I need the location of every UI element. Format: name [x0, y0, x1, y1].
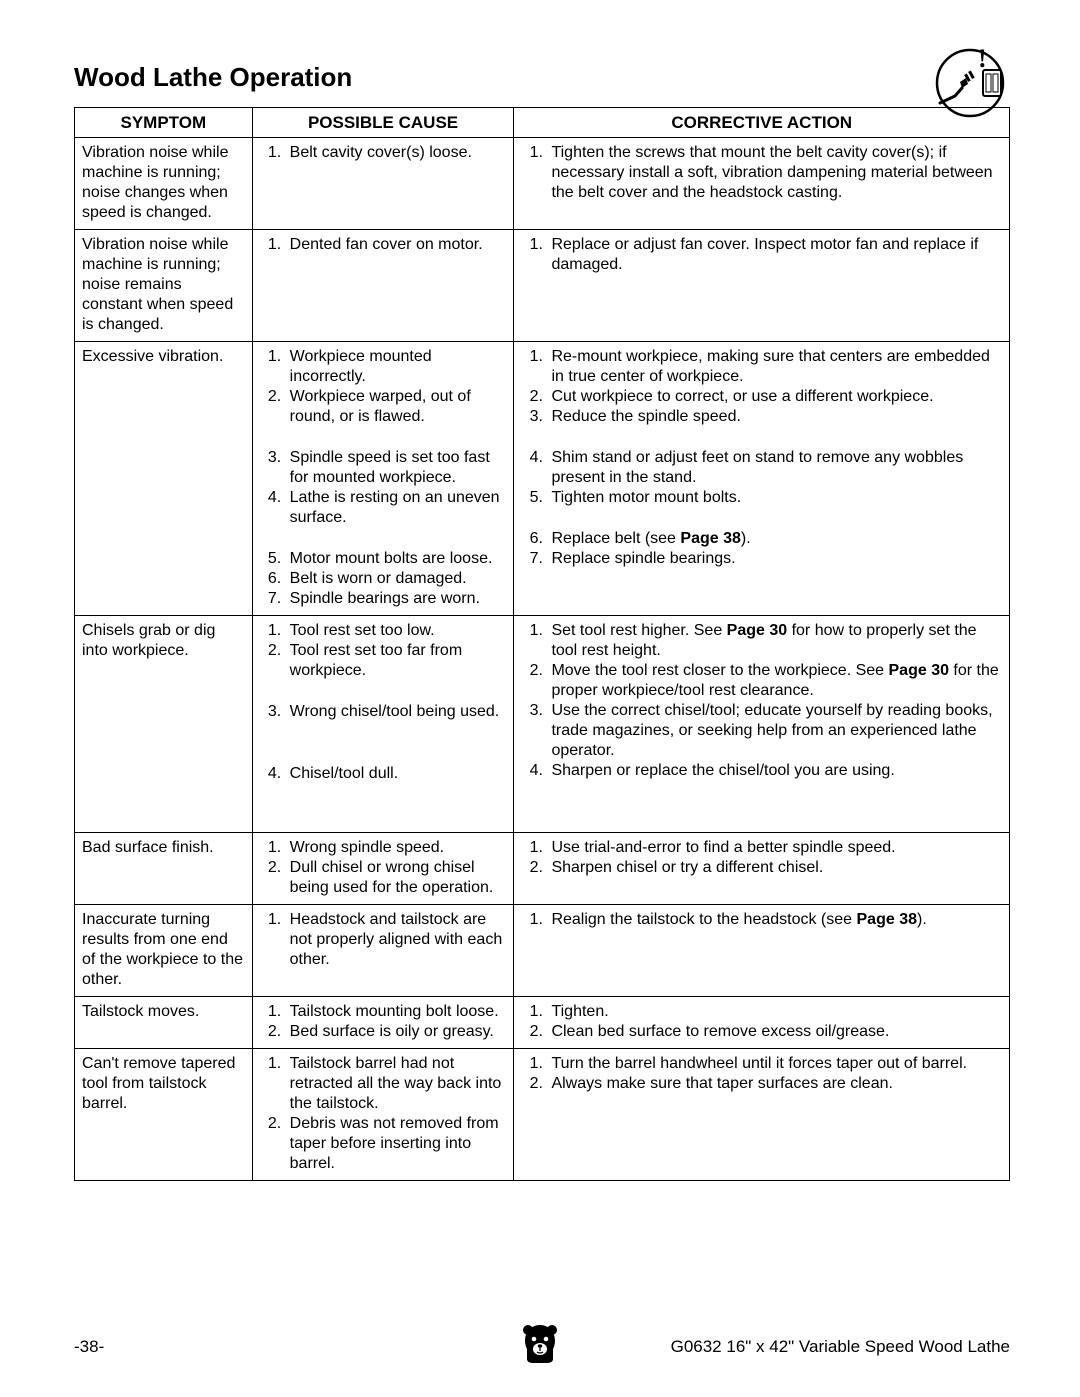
action-item: Cut workpiece to correct, or use a diffe…	[547, 387, 1002, 407]
action-item: Re-mount workpiece, making sure that cen…	[547, 347, 1002, 387]
action-cell: Set tool rest higher. See Page 30 for ho…	[514, 616, 1010, 833]
action-item: Replace or adjust fan cover. Inspect mot…	[547, 235, 1002, 275]
action-item: Replace belt (see Page 38).	[547, 529, 1002, 549]
cause-item: Belt is worn or damaged.	[286, 569, 507, 589]
cause-cell: Headstock and tailstock are not properly…	[252, 905, 514, 997]
action-item: Sharpen or replace the chisel/tool you a…	[547, 761, 1002, 781]
action-cell: Tighten the screws that mount the belt c…	[514, 138, 1010, 230]
action-cell: Use trial-and-error to find a better spi…	[514, 833, 1010, 905]
cause-item: Dull chisel or wrong chisel being used f…	[286, 858, 507, 898]
action-item: Tighten motor mount bolts.	[547, 488, 1002, 508]
action-cell: Re-mount workpiece, making sure that cen…	[514, 342, 1010, 616]
action-item: Sharpen chisel or try a different chisel…	[547, 858, 1002, 878]
cause-item: Tailstock mounting bolt loose.	[286, 1002, 507, 1022]
cause-item: Belt cavity cover(s) loose.	[286, 143, 507, 163]
action-item: Shim stand or adjust feet on stand to re…	[547, 448, 1002, 488]
table-row: Vibration noise while machine is running…	[75, 230, 1010, 342]
action-item: Always make sure that taper surfaces are…	[547, 1074, 1002, 1094]
svg-text:!: !	[978, 48, 987, 73]
table-row: Excessive vibration.Workpiece mounted in…	[75, 342, 1010, 616]
footer-product: G0632 16" x 42" Variable Speed Wood Lath…	[671, 1337, 1010, 1357]
bear-logo-icon	[517, 1319, 563, 1365]
cause-item: Spindle bearings are worn.	[286, 589, 507, 609]
cause-item: Workpiece mounted incorrectly.	[286, 347, 507, 387]
troubleshooting-table: SYMPTOM POSSIBLE CAUSE CORRECTIVE ACTION…	[74, 107, 1010, 1181]
cause-cell: Wrong spindle speed.Dull chisel or wrong…	[252, 833, 514, 905]
cause-cell: Dented fan cover on motor.	[252, 230, 514, 342]
cause-item: Headstock and tailstock are not properly…	[286, 910, 507, 970]
cause-item: Spindle speed is set too fast for mounte…	[286, 448, 507, 488]
cause-cell: Tailstock barrel had not retracted all t…	[252, 1049, 514, 1181]
action-item: Reduce the spindle speed.	[547, 407, 1002, 427]
cause-item: Motor mount bolts are loose.	[286, 549, 507, 569]
table-row: Chisels grab or dig into workpiece.Tool …	[75, 616, 1010, 833]
action-cell: Realign the tailstock to the headstock (…	[514, 905, 1010, 997]
action-item: Use the correct chisel/tool; educate you…	[547, 701, 1002, 761]
col-header-symptom: SYMPTOM	[75, 108, 253, 138]
table-row: Bad surface finish.Wrong spindle speed.D…	[75, 833, 1010, 905]
symptom-cell: Bad surface finish.	[75, 833, 253, 905]
action-item: Replace spindle bearings.	[547, 549, 1002, 569]
cause-item: Tailstock barrel had not retracted all t…	[286, 1054, 507, 1114]
action-cell: Turn the barrel handwheel until it force…	[514, 1049, 1010, 1181]
action-item: Tighten.	[547, 1002, 1002, 1022]
action-item: Tighten the screws that mount the belt c…	[547, 143, 1002, 203]
action-item: Set tool rest higher. See Page 30 for ho…	[547, 621, 1002, 661]
symptom-cell: Vibration noise while machine is running…	[75, 230, 253, 342]
action-item: Clean bed surface to remove excess oil/g…	[547, 1022, 1002, 1042]
cause-item: Chisel/tool dull.	[286, 764, 507, 784]
cause-item: Dented fan cover on motor.	[286, 235, 507, 255]
symptom-cell: Can't remove tapered tool from tailstock…	[75, 1049, 253, 1181]
cause-item: Lathe is resting on an uneven surface.	[286, 488, 507, 528]
page-number: -38-	[74, 1337, 104, 1357]
action-item: Move the tool rest closer to the workpie…	[547, 661, 1002, 701]
action-item: Realign the tailstock to the headstock (…	[547, 910, 1002, 930]
page-title: Wood Lathe Operation	[74, 62, 1010, 93]
table-row: Can't remove tapered tool from tailstock…	[75, 1049, 1010, 1181]
symptom-cell: Vibration noise while machine is running…	[75, 138, 253, 230]
cause-item: Wrong chisel/tool being used.	[286, 702, 507, 722]
cause-item: Tool rest set too low.	[286, 621, 507, 641]
symptom-cell: Excessive vibration.	[75, 342, 253, 616]
action-item: Turn the barrel handwheel until it force…	[547, 1054, 1002, 1074]
table-row: Vibration noise while machine is running…	[75, 138, 1010, 230]
cause-cell: Workpiece mounted incorrectly.Workpiece …	[252, 342, 514, 616]
cause-item: Debris was not removed from taper before…	[286, 1114, 507, 1174]
symptom-cell: Inaccurate turning results from one end …	[75, 905, 253, 997]
cause-cell: Tailstock mounting bolt loose.Bed surfac…	[252, 997, 514, 1049]
action-cell: Replace or adjust fan cover. Inspect mot…	[514, 230, 1010, 342]
cause-item: Bed surface is oily or greasy.	[286, 1022, 507, 1042]
symptom-cell: Chisels grab or dig into workpiece.	[75, 616, 253, 833]
unplug-warning-icon: !	[930, 48, 1014, 118]
col-header-cause: POSSIBLE CAUSE	[252, 108, 514, 138]
cause-item: Tool rest set too far from workpiece.	[286, 641, 507, 681]
table-row: Tailstock moves.Tailstock mounting bolt …	[75, 997, 1010, 1049]
cause-item: Wrong spindle speed.	[286, 838, 507, 858]
action-cell: Tighten.Clean bed surface to remove exce…	[514, 997, 1010, 1049]
cause-cell: Belt cavity cover(s) loose.	[252, 138, 514, 230]
cause-cell: Tool rest set too low.Tool rest set too …	[252, 616, 514, 833]
cause-item: Workpiece warped, out of round, or is fl…	[286, 387, 507, 427]
action-item: Use trial-and-error to find a better spi…	[547, 838, 1002, 858]
table-row: Inaccurate turning results from one end …	[75, 905, 1010, 997]
symptom-cell: Tailstock moves.	[75, 997, 253, 1049]
table-header-row: SYMPTOM POSSIBLE CAUSE CORRECTIVE ACTION	[75, 108, 1010, 138]
